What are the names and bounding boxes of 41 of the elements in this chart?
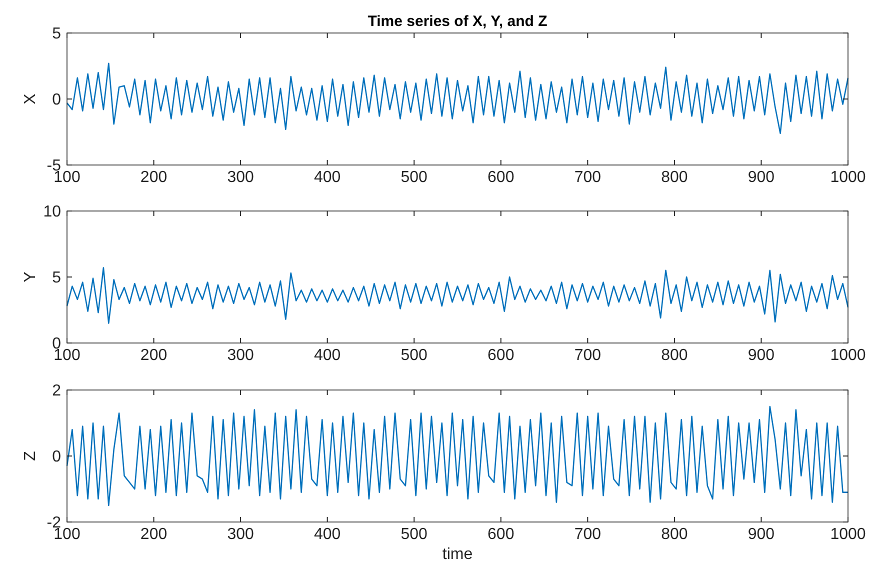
y-tick-label: 0 xyxy=(52,92,62,108)
x-tick-label: 500 xyxy=(400,347,428,364)
x-tick-label: 1000 xyxy=(830,526,866,543)
x-tick-label: 600 xyxy=(488,169,514,186)
x-tick-label: 500 xyxy=(400,169,428,186)
x-tick-label: 1000 xyxy=(830,169,866,186)
line-series xyxy=(66,406,849,506)
x-tick-label: 600 xyxy=(488,347,514,364)
line-series xyxy=(66,62,849,134)
x-tick-label: 800 xyxy=(661,526,688,543)
x-tick-label: 500 xyxy=(400,526,428,543)
x-tick-label: 200 xyxy=(140,347,168,364)
x-tick-label: 700 xyxy=(574,169,602,186)
y-tick-label: 2 xyxy=(52,382,62,400)
x-tick-label: 400 xyxy=(314,526,341,543)
x-tick-label: 300 xyxy=(227,347,254,364)
y-tick-label: 5 xyxy=(52,270,62,286)
line-series xyxy=(66,267,849,324)
x-tick-label: 900 xyxy=(748,347,775,364)
x-tick-label: 400 xyxy=(314,169,341,186)
x-tick-label: 200 xyxy=(140,169,168,186)
y-axis-title: Z xyxy=(22,450,39,461)
x-tick-label: 900 xyxy=(748,169,775,186)
y-tick-label: 5 xyxy=(52,26,62,42)
x-tick-label: 700 xyxy=(574,347,602,364)
x-tick-label: 800 xyxy=(661,347,688,364)
chart-title: Time series of X, Y, and Z xyxy=(368,13,548,30)
x-tick-label: 200 xyxy=(140,526,168,543)
y-tick-label: 0 xyxy=(52,448,62,466)
x-tick-label: 900 xyxy=(748,526,775,543)
x-axis-title: time xyxy=(442,546,473,563)
x-tick-label: 1000 xyxy=(830,347,866,364)
y-axis-title: X xyxy=(22,93,39,104)
x-tick-label: 600 xyxy=(488,526,514,543)
x-tick-label: 800 xyxy=(661,169,688,186)
y-tick-label: 10 xyxy=(43,204,62,220)
x-tick-label: 300 xyxy=(227,169,254,186)
x-tick-label: 700 xyxy=(574,526,602,543)
y-axis-title: Y xyxy=(22,271,39,282)
x-tick-label: 400 xyxy=(314,347,341,364)
x-tick-label: 300 xyxy=(227,526,254,543)
